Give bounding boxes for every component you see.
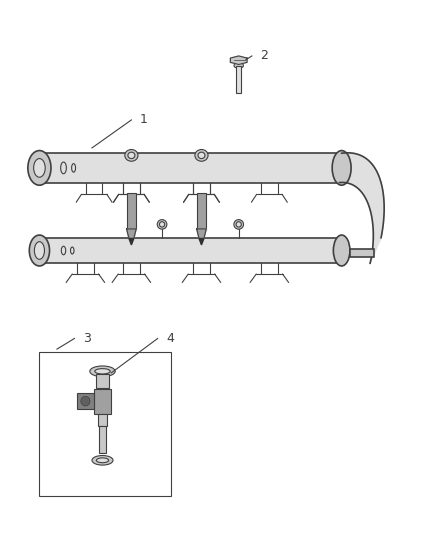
Ellipse shape bbox=[236, 222, 241, 227]
Ellipse shape bbox=[125, 150, 138, 161]
Ellipse shape bbox=[34, 241, 45, 260]
Ellipse shape bbox=[34, 159, 45, 177]
Ellipse shape bbox=[234, 63, 244, 68]
Text: 1: 1 bbox=[140, 114, 148, 126]
Ellipse shape bbox=[90, 366, 115, 377]
Ellipse shape bbox=[28, 150, 51, 185]
Polygon shape bbox=[197, 229, 206, 239]
Bar bbox=[197, 193, 206, 229]
Bar bbox=[96, 375, 109, 388]
Text: 3: 3 bbox=[83, 332, 91, 345]
Bar bbox=[39, 153, 342, 182]
Bar bbox=[99, 426, 106, 453]
Ellipse shape bbox=[128, 152, 135, 159]
Bar bbox=[94, 389, 111, 415]
Polygon shape bbox=[129, 239, 134, 245]
Ellipse shape bbox=[333, 235, 350, 266]
Ellipse shape bbox=[198, 152, 205, 159]
Polygon shape bbox=[230, 56, 247, 64]
Bar bbox=[127, 193, 136, 229]
Polygon shape bbox=[127, 229, 136, 239]
Ellipse shape bbox=[81, 397, 90, 406]
Ellipse shape bbox=[159, 222, 165, 227]
Ellipse shape bbox=[95, 369, 110, 374]
Bar bbox=[77, 393, 94, 409]
Ellipse shape bbox=[195, 150, 208, 161]
Ellipse shape bbox=[234, 220, 244, 229]
Text: 4: 4 bbox=[166, 332, 174, 345]
Text: 2: 2 bbox=[261, 50, 268, 62]
Bar bbox=[350, 249, 374, 257]
Bar bbox=[39, 352, 171, 496]
Ellipse shape bbox=[29, 235, 49, 266]
Ellipse shape bbox=[92, 456, 113, 465]
Bar bbox=[236, 66, 241, 93]
Ellipse shape bbox=[332, 150, 351, 185]
Polygon shape bbox=[199, 239, 204, 245]
Polygon shape bbox=[339, 153, 384, 263]
Bar bbox=[39, 238, 342, 263]
Bar bbox=[98, 415, 107, 426]
Ellipse shape bbox=[157, 220, 167, 229]
Ellipse shape bbox=[96, 458, 109, 463]
